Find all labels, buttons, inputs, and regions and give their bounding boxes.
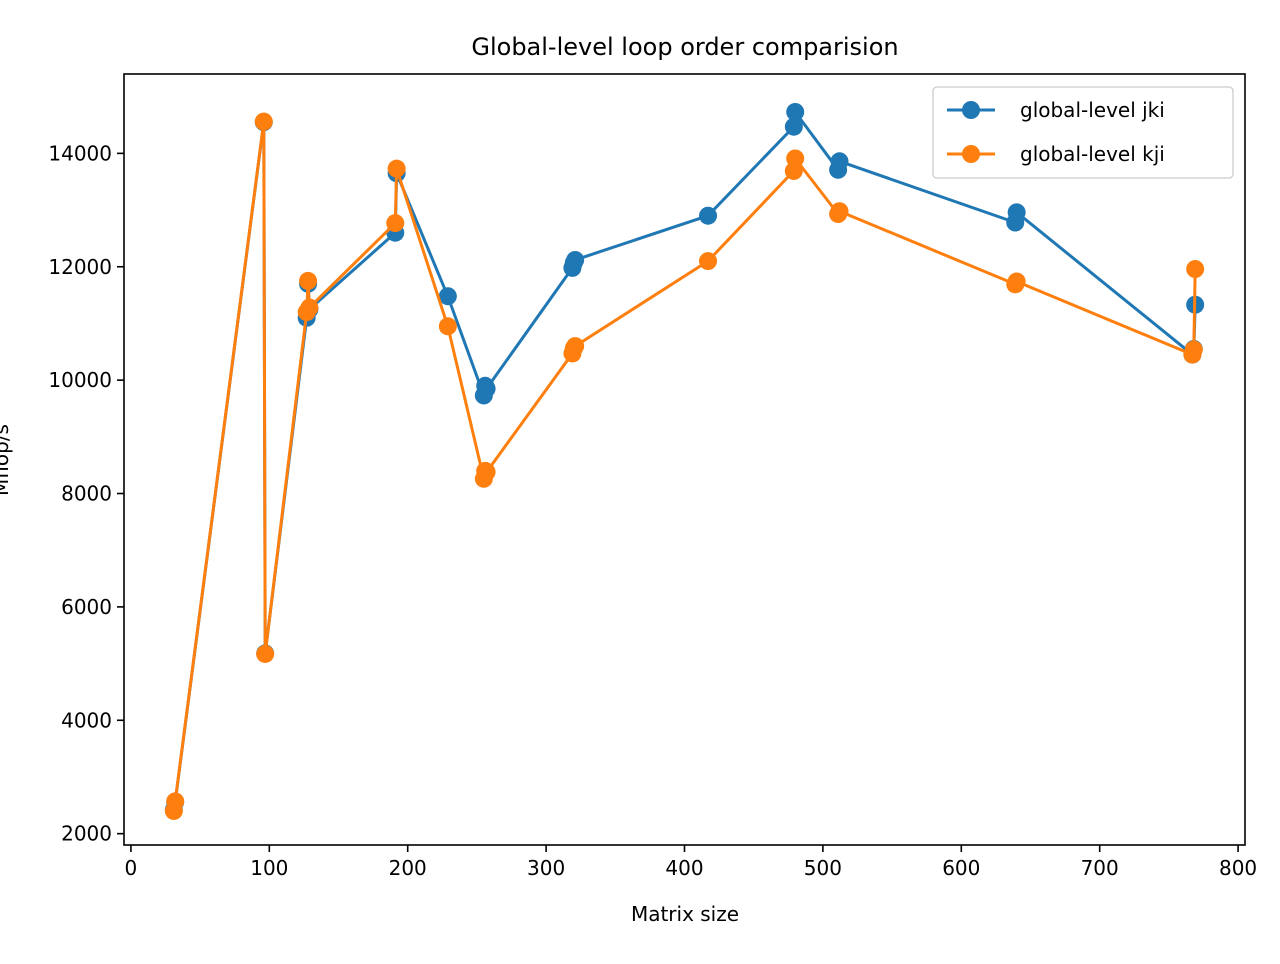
x-axis-label: Matrix size (631, 902, 739, 926)
y-tick-label: 10000 (48, 368, 112, 392)
data-point (387, 159, 406, 178)
x-tick-label: 400 (665, 856, 703, 880)
data-point (256, 644, 275, 663)
data-point (786, 102, 805, 121)
data-point (438, 287, 457, 306)
y-axis: 2000 4000 6000 8000 10000 12000 14000 (48, 141, 124, 846)
data-point (830, 152, 849, 171)
chart-title: Global-level loop order comparision (471, 33, 898, 61)
legend-label-jki: global-level jki (1020, 98, 1165, 122)
data-point (300, 298, 319, 317)
x-tick-label: 200 (389, 856, 427, 880)
x-tick-label: 600 (942, 856, 980, 880)
data-point (254, 112, 273, 131)
data-point (166, 792, 185, 811)
data-point (1007, 272, 1026, 291)
plot-area (164, 102, 1205, 820)
legend-box (932, 86, 1234, 179)
y-axis-label: Mflop/s (0, 424, 13, 496)
data-point (699, 206, 718, 225)
legend-marker-jki (962, 101, 980, 119)
x-tick-label: 0 (125, 856, 138, 880)
data-point (438, 317, 457, 336)
data-point (1184, 340, 1203, 359)
data-point (566, 250, 585, 269)
y-tick-label: 4000 (61, 708, 112, 732)
x-axis: 0 100 200 300 400 500 600 700 800 (125, 845, 1257, 880)
y-tick-label: 2000 (61, 822, 112, 846)
y-tick-label: 6000 (61, 595, 112, 619)
x-tick-label: 800 (1219, 856, 1257, 880)
data-point (386, 214, 405, 233)
data-point (699, 252, 718, 271)
data-point (1186, 260, 1205, 279)
legend-marker-kji (962, 145, 980, 163)
x-tick-label: 300 (527, 856, 565, 880)
legend-label-kji: global-level kji (1020, 142, 1165, 166)
data-point (566, 337, 585, 356)
y-tick-label: 8000 (61, 482, 112, 506)
x-tick-label: 100 (250, 856, 288, 880)
data-point (299, 271, 318, 290)
x-tick-label: 500 (804, 856, 842, 880)
x-tick-label: 700 (1081, 856, 1119, 880)
data-point (830, 202, 849, 221)
y-tick-label: 14000 (48, 141, 112, 165)
legend: global-level jki global-level kji (932, 86, 1234, 179)
data-point (784, 117, 803, 136)
data-point (477, 379, 496, 398)
data-point (477, 462, 496, 481)
y-tick-label: 12000 (48, 255, 112, 279)
data-point (786, 149, 805, 168)
data-point (1007, 203, 1026, 222)
